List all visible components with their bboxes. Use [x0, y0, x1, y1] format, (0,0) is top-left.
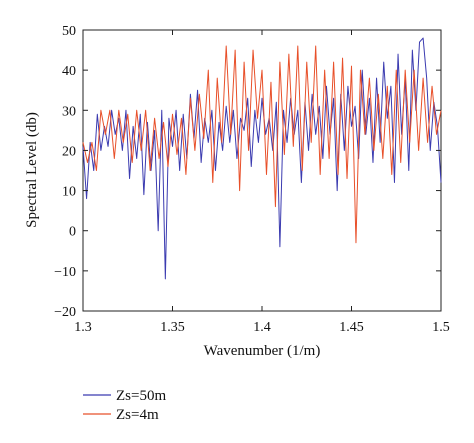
y-axis-title: Spectral Level (db): [24, 112, 40, 228]
x-axis-title: Wavenumber (1/m): [204, 343, 321, 359]
series-line-zs-50m: [82, 37, 442, 280]
x-axis-ticks: 1.3 1.35 1.4 1.45 1.5: [74, 30, 450, 335]
x-tick-label: 1.5: [432, 320, 450, 335]
y-tick-label: 40: [62, 64, 76, 79]
y-tick-label: −10: [54, 265, 76, 280]
legend: Zs=50m Zs=4m: [83, 388, 166, 423]
y-tick-label: 20: [62, 144, 76, 159]
legend-label-zs-50m: Zs=50m: [116, 388, 166, 404]
y-tick-label: 0: [69, 225, 76, 240]
x-tick-label: 1.3: [74, 320, 92, 335]
legend-label-zs-4m: Zs=4m: [116, 407, 159, 423]
y-tick-label: 50: [62, 24, 76, 39]
x-tick-label: 1.45: [339, 320, 364, 335]
x-tick-label: 1.4: [253, 320, 271, 335]
x-tick-label: 1.35: [160, 320, 185, 335]
y-tick-label: −20: [54, 305, 76, 320]
y-tick-label: 10: [62, 185, 76, 200]
series-layer: [82, 37, 442, 280]
y-tick-label: 30: [62, 104, 76, 119]
y-axis-ticks: 50 40 30 20 10 0 −10 −20: [54, 24, 441, 320]
series-line-zs-4m: [82, 45, 442, 244]
